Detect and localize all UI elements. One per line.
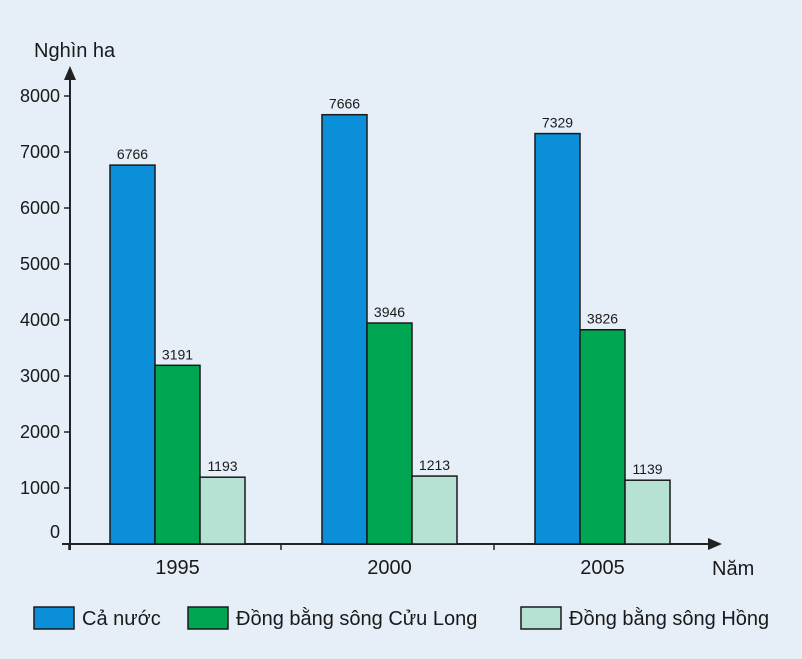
x-tick-label: 2005	[580, 557, 625, 579]
bar-value-label: 1213	[419, 457, 450, 473]
legend-swatch	[187, 606, 229, 630]
bar-value-label: 6766	[117, 146, 148, 162]
bar-value-label: 3946	[374, 304, 405, 320]
x-tick-label: 1995	[155, 557, 200, 579]
bar-value-label: 3826	[587, 311, 618, 327]
y-tick-label: 6000	[20, 198, 60, 218]
y-tick-label: 8000	[20, 86, 60, 106]
y-ticks: 0 1000 2000 3000 4000 5000 6000 7000 8000	[20, 86, 70, 545]
legend-label: Đồng bằng sông Cửu Long	[236, 607, 477, 630]
bar-value-label: 7329	[542, 115, 573, 131]
y-axis-arrow	[64, 66, 76, 80]
bar	[199, 476, 246, 545]
bars: 6766 3191 1193 7666 3946 1213 7329 3826 1139	[68, 96, 671, 550]
bar	[411, 475, 458, 545]
y-tick-label: 0	[50, 522, 60, 542]
bar	[579, 328, 626, 545]
y-tick-label: 1000	[20, 478, 60, 498]
bar	[321, 113, 368, 545]
y-tick-label: 2000	[20, 422, 60, 442]
bar-value-label: 7666	[329, 96, 360, 112]
legend: Cả nước Đồng bằng sông Cửu Long Đồng bằng …	[33, 606, 769, 630]
x-axis-arrow	[708, 538, 722, 550]
y-tick-label: 4000	[20, 310, 60, 330]
y-axis-label: Nghìn ha	[34, 40, 116, 62]
legend-swatch	[520, 606, 562, 630]
bar	[534, 132, 581, 545]
bar	[109, 164, 156, 545]
y-tick-label: 3000	[20, 366, 60, 386]
x-tick-label: 2000	[367, 557, 412, 579]
bar-value-label: 3191	[162, 346, 193, 362]
bar	[624, 479, 671, 545]
legend-label: Cả nước	[82, 608, 161, 630]
y-tick-label: 7000	[20, 142, 60, 162]
bar-value-label: 1193	[207, 458, 237, 474]
bar	[366, 322, 413, 545]
legend-swatch	[33, 606, 75, 630]
y-tick-label: 5000	[20, 254, 60, 274]
bar	[154, 364, 201, 545]
legend-label: Đồng bằng sông Hồng	[569, 607, 769, 630]
bar-value-label: 1139	[632, 461, 662, 477]
x-tick-labels: 1995 2000 2005	[155, 557, 625, 579]
x-axis-label: Năm	[712, 558, 754, 580]
